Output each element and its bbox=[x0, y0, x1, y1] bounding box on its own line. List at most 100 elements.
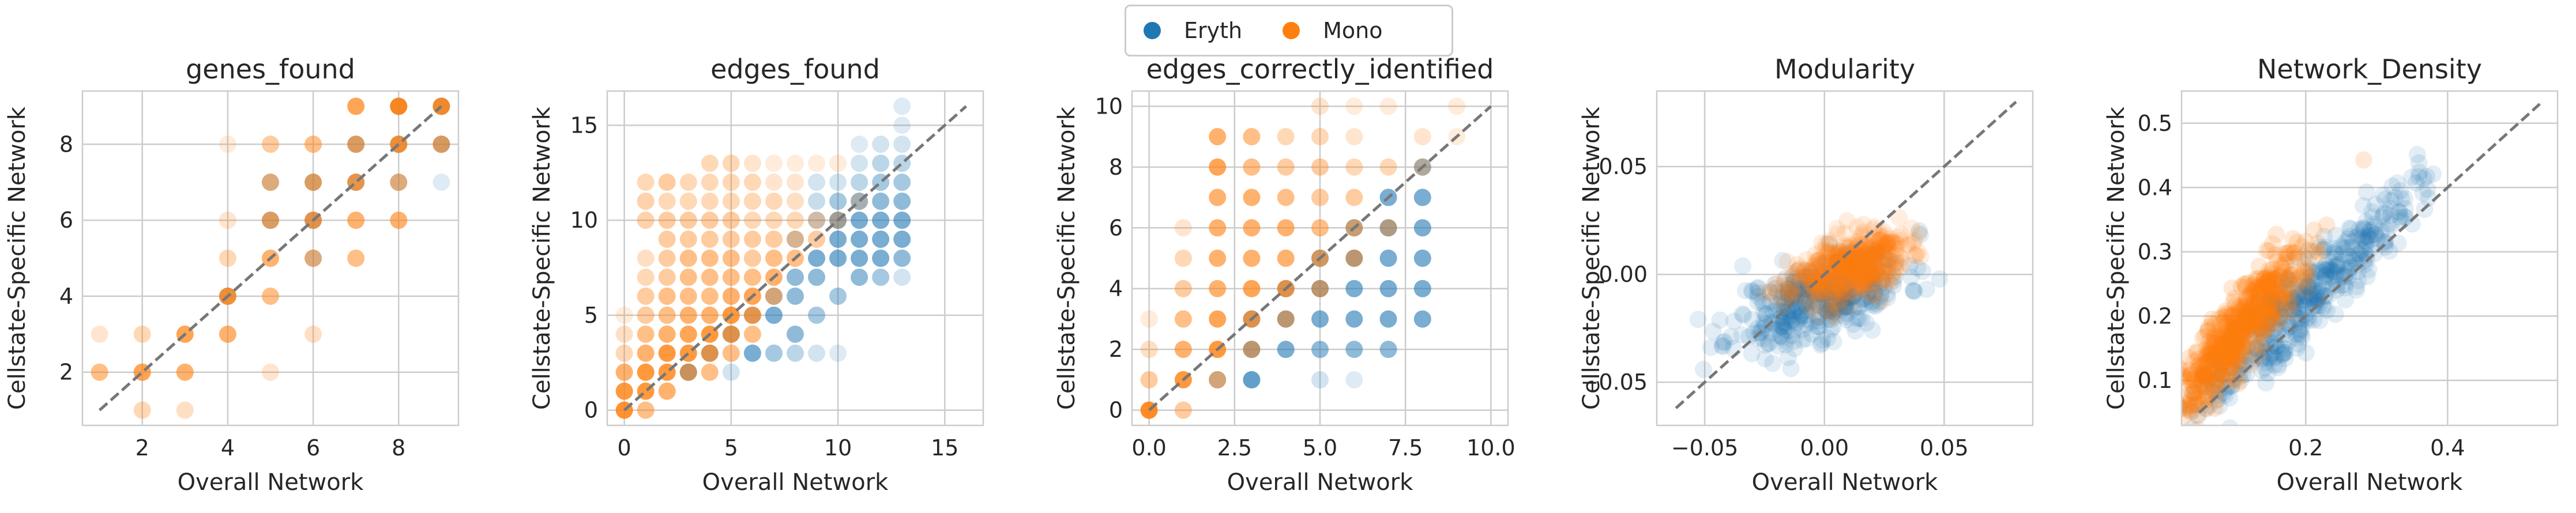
point-mono bbox=[1448, 97, 1466, 115]
point-mono bbox=[2265, 270, 2282, 288]
point-eryth bbox=[1740, 328, 1758, 346]
point-mono bbox=[1874, 241, 1892, 259]
point-eryth bbox=[2317, 268, 2335, 286]
y-tick-label: 6 bbox=[1109, 215, 1123, 240]
point-mono bbox=[1809, 252, 1827, 270]
point-eryth bbox=[1866, 284, 1883, 302]
point-eryth bbox=[1818, 295, 1836, 313]
point-mono bbox=[2205, 352, 2222, 370]
x-tick-label: 15 bbox=[931, 435, 958, 461]
point-mono bbox=[1828, 220, 1846, 237]
point-mono bbox=[1826, 271, 1844, 289]
point-eryth bbox=[2311, 311, 2329, 329]
y-tick-label: 2 bbox=[1109, 337, 1123, 362]
point-mono bbox=[2206, 316, 2224, 334]
point-mono bbox=[1892, 258, 1910, 276]
point-eryth bbox=[2293, 328, 2311, 346]
point-eryth bbox=[722, 363, 740, 381]
point-mono bbox=[2192, 375, 2210, 393]
point-eryth bbox=[1821, 284, 1839, 301]
point-mono bbox=[2187, 382, 2205, 399]
point-eryth bbox=[2285, 250, 2303, 268]
point-mono bbox=[2198, 349, 2216, 367]
point-mono bbox=[2249, 310, 2267, 327]
point-mono bbox=[679, 250, 697, 267]
point-mono bbox=[1345, 188, 1363, 206]
point-mono bbox=[2226, 334, 2244, 352]
point-mono bbox=[637, 344, 655, 362]
point-eryth bbox=[2239, 321, 2257, 339]
point-eryth bbox=[2374, 206, 2392, 224]
point-mono bbox=[658, 287, 676, 305]
point-mono bbox=[1857, 266, 1875, 284]
point-mono bbox=[1810, 251, 1827, 269]
point-eryth bbox=[1413, 188, 1431, 206]
point-mono bbox=[1848, 218, 1866, 236]
point-mono bbox=[2213, 335, 2231, 353]
point-mono bbox=[2246, 292, 2264, 310]
point-mono bbox=[1883, 233, 1901, 251]
point-eryth bbox=[1413, 310, 1431, 328]
point-mono bbox=[2237, 288, 2255, 306]
point-mono bbox=[2233, 302, 2251, 320]
point-mono bbox=[2258, 273, 2276, 291]
point-mono bbox=[2213, 335, 2231, 353]
point-eryth bbox=[1756, 350, 1774, 368]
point-mono bbox=[1851, 251, 1869, 269]
point-eryth bbox=[1379, 219, 1397, 237]
point-eryth bbox=[1847, 322, 1864, 340]
point-mono bbox=[1856, 270, 1874, 288]
point-mono bbox=[2254, 277, 2272, 295]
point-mono bbox=[1843, 255, 1861, 273]
point-mono bbox=[1870, 232, 1887, 250]
point-mono bbox=[1868, 244, 1886, 262]
point-eryth bbox=[1749, 278, 1767, 296]
point-eryth bbox=[1793, 307, 1811, 325]
point-eryth bbox=[2424, 165, 2442, 183]
point-eryth bbox=[2348, 281, 2366, 299]
point-eryth bbox=[2360, 261, 2378, 278]
point-mono bbox=[2220, 331, 2237, 349]
x-tick-label: 2 bbox=[136, 435, 149, 461]
point-eryth bbox=[872, 231, 890, 248]
point-mono bbox=[2212, 357, 2230, 375]
point-eryth bbox=[2311, 261, 2329, 278]
point-eryth bbox=[2242, 350, 2259, 368]
point-eryth bbox=[1863, 292, 1881, 310]
point-eryth bbox=[1816, 284, 1834, 302]
point-eryth bbox=[2277, 300, 2295, 318]
point-mono bbox=[743, 306, 761, 324]
point-mono bbox=[1821, 244, 1838, 262]
point-mono bbox=[1871, 231, 1889, 248]
point-mono bbox=[1823, 305, 1841, 323]
point-eryth bbox=[1345, 310, 1363, 328]
point-eryth bbox=[2338, 264, 2356, 282]
point-eryth bbox=[2289, 310, 2307, 327]
point-eryth bbox=[1814, 282, 1832, 300]
point-mono bbox=[1842, 259, 1860, 277]
point-eryth bbox=[1860, 283, 1878, 301]
point-eryth bbox=[1810, 318, 1827, 335]
point-mono bbox=[743, 325, 761, 343]
point-mono bbox=[2266, 270, 2284, 288]
point-eryth bbox=[2273, 345, 2291, 363]
point-eryth bbox=[2364, 208, 2382, 226]
point-mono bbox=[1860, 259, 1878, 277]
point-eryth bbox=[1734, 257, 1752, 275]
x-tick-label: 0.2 bbox=[2288, 435, 2323, 461]
point-mono bbox=[1878, 234, 1896, 252]
x-tick-label: 4 bbox=[221, 435, 235, 461]
point-mono bbox=[2215, 342, 2233, 360]
point-eryth bbox=[1787, 278, 1805, 296]
point-eryth bbox=[2347, 251, 2365, 269]
point-mono bbox=[2282, 292, 2300, 310]
point-mono bbox=[2266, 304, 2284, 322]
point-mono bbox=[2224, 322, 2242, 340]
point-mono bbox=[1803, 264, 1821, 282]
point-mono bbox=[2201, 364, 2218, 382]
point-mono bbox=[1853, 262, 1871, 280]
point-eryth bbox=[787, 231, 804, 248]
y-axis-label: Cellstate-Specific Network bbox=[1578, 106, 1605, 410]
point-eryth bbox=[1797, 316, 1815, 334]
point-mono bbox=[1768, 275, 1785, 293]
